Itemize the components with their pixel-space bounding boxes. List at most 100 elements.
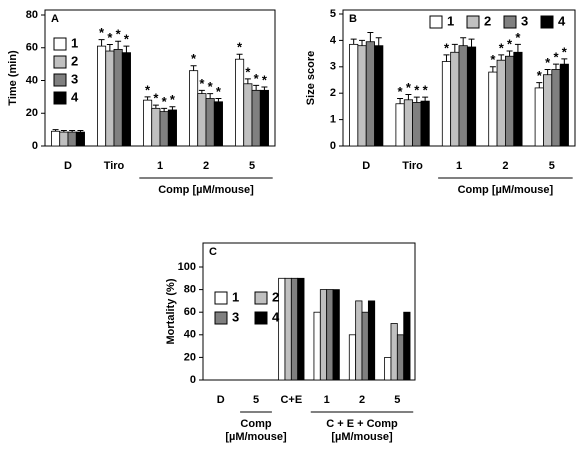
error-bar [98,39,105,47]
significance-mark: * [398,84,404,99]
error-bar [422,96,429,102]
legend-label: 3 [71,71,78,86]
y-tick-label: 0 [32,140,38,152]
y-tick-label: 100 [178,261,196,273]
bar [374,45,384,147]
y-tick-label: 20 [26,107,38,119]
error-bar [198,89,205,94]
bar [259,89,269,147]
significance-mark: * [208,79,214,94]
legend-label: 3 [232,309,239,324]
y-tick-label: 2 [330,87,336,99]
x-tick-label: 1 [324,394,330,406]
group-label: Comp [µM/mouse] [458,184,554,196]
legend-label: 2 [272,289,279,304]
y-tick-label: 60 [26,42,38,54]
significance-mark: * [537,68,543,83]
error-bar [397,97,404,104]
error-bar [514,43,521,53]
legend-swatch [214,311,228,325]
group-label: C + E + Comp [326,418,398,430]
x-tick-label: 5 [249,160,255,172]
group-label: Comp [µM/mouse] [158,184,254,196]
x-tick-label: 2 [359,394,365,406]
bar [361,311,369,381]
x-tick-label: 5 [394,394,400,406]
error-bar [207,93,214,99]
bar [513,51,523,147]
bar [420,100,430,147]
significance-mark: * [199,76,205,91]
bar [297,277,305,381]
legend-swatch [254,311,268,325]
legend-swatch [53,37,67,51]
y-axis-label: Size score [305,51,317,105]
y-tick-label: 40 [184,329,196,341]
bar [365,41,375,147]
significance-mark: * [170,92,176,107]
bar [355,300,363,381]
y-tick-label: 40 [26,74,38,86]
group-label: [µM/mouse] [331,431,393,443]
error-bar [144,96,151,101]
significance-mark: * [507,36,513,51]
error-bar [451,43,458,53]
y-axis-label: Mortality (%) [165,278,177,344]
error-bar [367,31,374,42]
significance-mark: * [145,82,151,97]
legend-label: 3 [521,13,528,28]
error-bar [489,66,496,73]
x-tick-label: Tiro [402,160,423,172]
panel-label: A [51,13,59,25]
bar [105,50,115,147]
bar [395,103,405,147]
significance-mark: * [116,27,122,42]
bar [326,289,334,381]
x-tick-label: 1 [456,160,462,172]
bar [441,61,452,147]
error-bar [161,107,168,112]
bar [284,277,292,381]
error-bar [552,63,559,70]
bar [67,131,77,147]
error-bar [169,106,176,110]
bar [113,48,123,147]
bar [213,101,223,147]
x-tick-label: 2 [203,160,209,172]
significance-mark: * [499,40,505,55]
significance-mark: * [99,25,105,40]
bar [543,74,553,147]
bar [278,277,286,381]
bar [534,87,544,147]
y-axis-label: Time (min) [7,50,19,106]
error-bar [69,129,76,133]
error-bar [253,84,260,91]
x-tick-label: 1 [157,160,163,172]
significance-mark: * [162,94,168,109]
significance-mark: * [423,83,429,98]
legend-label: 2 [484,13,491,28]
error-bar [106,43,113,52]
bar [59,131,69,147]
x-tick-label: D [64,160,72,172]
bar [143,99,153,147]
error-bar [52,129,59,132]
error-bar [413,96,420,103]
bar [504,55,515,147]
bar [159,111,169,147]
bar [466,46,477,147]
error-bar [261,86,268,91]
error-bar [350,38,357,45]
y-tick-label: 20 [184,351,196,363]
x-tick-label: D [217,394,225,406]
y-tick-label: 60 [184,306,196,318]
significance-mark: * [562,44,568,59]
y-tick-label: 0 [330,140,336,152]
group-label: [µM/mouse] [225,431,287,443]
legend-swatch [503,15,517,29]
error-bar [60,129,67,133]
y-tick-label: 0 [190,374,196,386]
x-tick-label: 5 [549,160,555,172]
error-bar [236,53,243,60]
